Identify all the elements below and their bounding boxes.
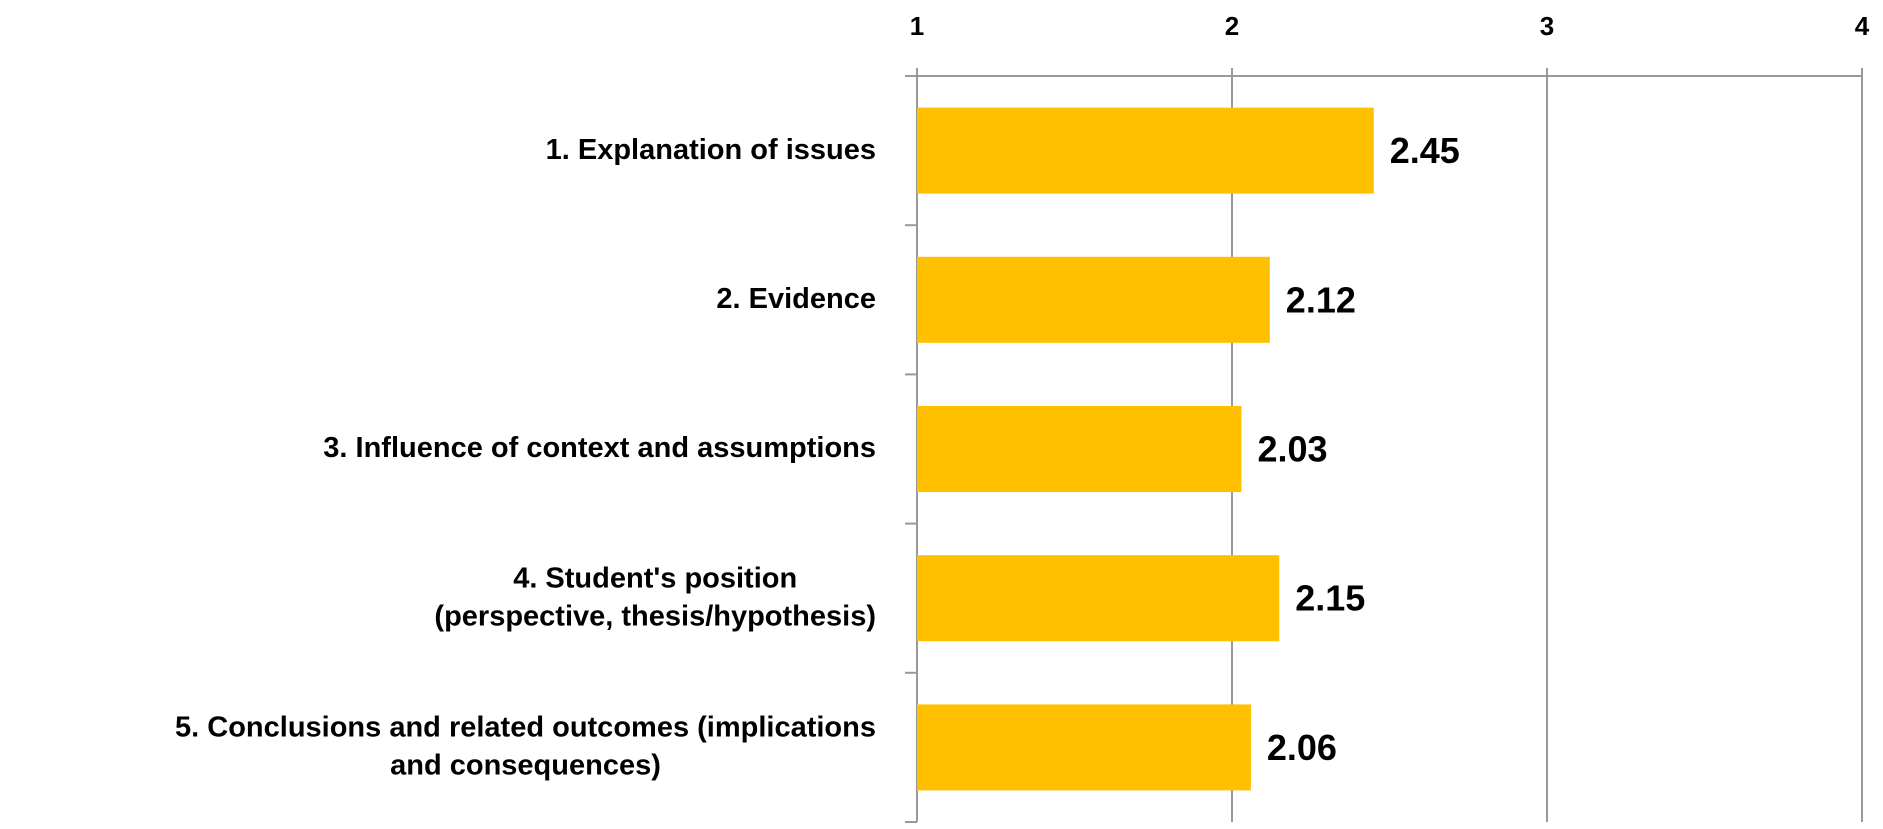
value-label: 2.45	[1390, 130, 1460, 171]
x-tick-label: 1	[910, 11, 924, 41]
value-label: 2.15	[1295, 578, 1365, 619]
y-tick-label: 4. Student's position (perspective, thes…	[434, 562, 876, 633]
x-tick-label: 4	[1855, 11, 1870, 41]
y-tick-label: 2. Evidence	[716, 282, 876, 315]
bar	[917, 256, 1270, 343]
x-tick-label: 3	[1540, 11, 1554, 41]
y-tick-label: 3. Influence of context and assumptions	[323, 432, 876, 465]
x-tick-label: 2	[1225, 11, 1239, 41]
bar	[917, 406, 1242, 492]
y-tick-label: 1. Explanation of issues	[545, 133, 876, 166]
value-label: 2.12	[1286, 279, 1356, 320]
y-tick-label: 5. Conclusions and related outcomes (imp…	[175, 711, 876, 782]
bar	[917, 555, 1280, 642]
value-label: 2.06	[1267, 727, 1337, 768]
value-label: 2.03	[1257, 429, 1327, 470]
bar	[917, 107, 1374, 194]
bar	[917, 704, 1251, 791]
